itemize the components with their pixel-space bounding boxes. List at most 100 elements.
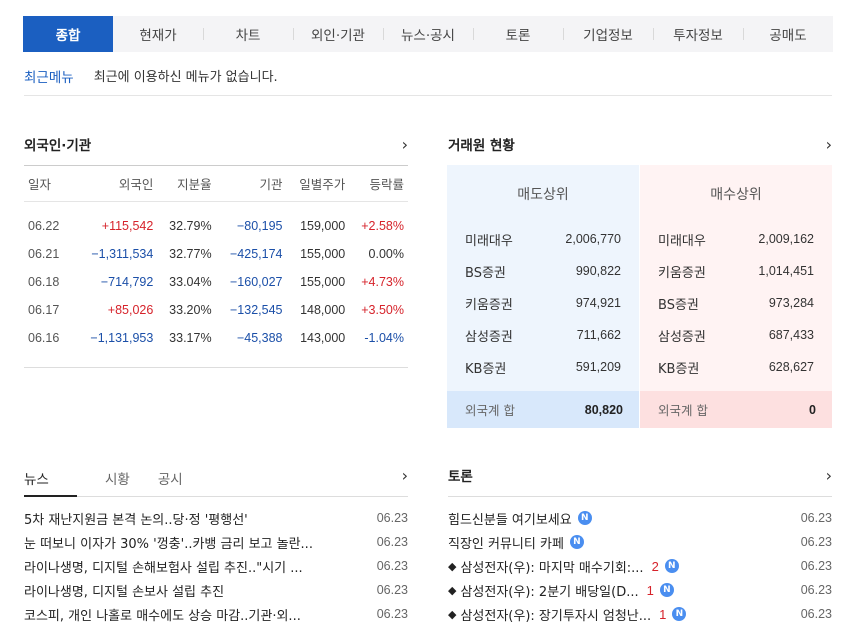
foreign-section-header: 외국인·기관 ›: [24, 133, 408, 155]
broker-value: 2,006,770: [565, 232, 621, 246]
cell-ratio: 33.04%: [169, 274, 212, 289]
cell-foreign: −714,792: [100, 274, 154, 289]
tab-disclosure[interactable]: 공시: [157, 472, 183, 488]
chevron-right-icon[interactable]: ›: [825, 134, 832, 154]
foreign-total-label: 외국계 합: [658, 403, 708, 418]
broker-value: 990,822: [575, 264, 621, 278]
foreign-total-label: 외국계 합: [465, 403, 515, 418]
table-row: 06.21 −1,311,534 32.77% −425,174 155,000…: [24, 240, 408, 268]
post-title[interactable]: 힘드신분들 여기보세요: [448, 512, 572, 528]
broker-name: 삼성증권: [658, 329, 706, 345]
news-title[interactable]: 눈 떠보니 이자가 30% '껑충'..카뱅 금리 보고 놀란...: [24, 536, 313, 552]
col-header-ratio: 지분율: [157, 165, 216, 202]
comment-count: 2: [651, 558, 659, 574]
list-item[interactable]: 코스피, 개인 나홀로 매수에도 상승 마감..기관·외... 06.23: [24, 602, 408, 626]
news-title[interactable]: 라이나생명, 디지털 손해보험사 설립 추진.."시기 ...: [24, 560, 303, 576]
post-date: 06.23: [800, 535, 832, 549]
list-item[interactable]: ◆ 삼성전자(우): 장기투자시 엄청난... 1 N 06.23: [448, 602, 832, 626]
tab-investment-info[interactable]: 투자정보: [653, 16, 743, 52]
sell-top-header: 매도상위: [517, 187, 569, 203]
col-header-change: 등락률: [349, 165, 408, 202]
broker-name: KB증권: [658, 361, 700, 377]
broker-row: BS증권 990,822: [447, 255, 639, 287]
broker-value: 973,284: [768, 296, 814, 310]
post-title[interactable]: 삼성전자(우): 마지막 매수기회:...: [460, 560, 644, 576]
tab-current-price[interactable]: 현재가: [139, 28, 177, 44]
cell-ratio: 33.17%: [169, 330, 212, 345]
new-badge-icon: N: [672, 607, 687, 621]
broker-row: 미래대우 2,006,770: [447, 223, 639, 255]
cell-ratio: 33.20%: [169, 302, 212, 317]
recent-menu-title[interactable]: 최근메뉴: [24, 70, 74, 86]
cell-change: +4.73%: [361, 274, 404, 289]
foreign-total-value: 0: [809, 402, 816, 417]
col-header-price: 일별주가: [286, 165, 350, 202]
cell-institution: −80,195: [236, 218, 283, 233]
broker-value: 2,009,162: [758, 232, 814, 246]
diamond-bullet-icon: ◆: [448, 559, 457, 573]
chevron-right-icon[interactable]: ›: [825, 465, 832, 485]
cell-price: 155,000: [300, 274, 346, 289]
cell-institution: −425,174: [230, 246, 283, 261]
broker-value: 628,627: [768, 360, 814, 374]
list-item[interactable]: 힘드신분들 여기보세요 N 06.23: [448, 506, 832, 530]
tab-summary[interactable]: 종합: [23, 16, 113, 52]
cell-institution: −160,027: [230, 274, 283, 289]
post-title[interactable]: 삼성전자(우): 2분기 배당일(D...: [460, 584, 639, 600]
cell-price: 148,000: [300, 302, 346, 317]
cell-price: 159,000: [300, 218, 346, 233]
post-date: 06.23: [800, 559, 832, 573]
list-item[interactable]: 눈 떠보니 이자가 30% '껑충'..카뱅 금리 보고 놀란... 06.23: [24, 530, 408, 554]
foreign-institution-table: 일자 외국인 지분율 기관 일별주가 등락률 06.22 +115,542 32…: [24, 165, 408, 368]
table-row: 06.16 −1,131,953 33.17% −45,388 143,000 …: [24, 324, 408, 352]
chevron-right-icon[interactable]: ›: [401, 134, 408, 154]
list-item[interactable]: ◆ 삼성전자(우): 마지막 매수기회:... 2 N 06.23: [448, 554, 832, 578]
news-date: 06.23: [376, 559, 408, 573]
recent-menu-bar: 최근메뉴 최근에 이용하신 메뉴가 없습니다.: [24, 62, 832, 96]
news-title[interactable]: 5차 재난지원금 본격 논의..당·정 '평행선': [24, 512, 248, 528]
broker-value: 591,209: [575, 360, 621, 374]
list-item[interactable]: ◆ 삼성전자(우): 2분기 배당일(D... 1 N 06.23: [448, 578, 832, 602]
cell-foreign: +115,542: [101, 218, 154, 233]
list-item[interactable]: 5차 재난지원금 본격 논의..당·정 '평행선' 06.23: [24, 506, 408, 530]
broker-row: 삼성증권 687,433: [640, 319, 832, 351]
broker-row: BS증권 973,284: [640, 287, 832, 319]
buy-top-column: 매수상위 미래대우 2,009,162 키움증권 1,014,451 BS증권 973…: [640, 165, 832, 428]
broker-value: 1,014,451: [758, 264, 814, 278]
list-item[interactable]: 직장인 커뮤니티 카페 N 06.23: [448, 530, 832, 554]
cell-date: 06.16: [28, 330, 60, 345]
foreign-total-value: 80,820: [584, 402, 623, 417]
col-header-date: 일자: [24, 165, 74, 202]
broker-name: BS증권: [465, 265, 506, 281]
tab-short-selling[interactable]: 공매도: [743, 16, 833, 52]
cell-change: 0.00%: [368, 246, 404, 261]
post-title[interactable]: 직장인 커뮤니티 카페: [448, 536, 564, 552]
tab-debate[interactable]: 토론: [473, 16, 563, 52]
tab-news-disclosure[interactable]: 뉴스·공시: [383, 16, 473, 52]
cell-price: 143,000: [300, 330, 346, 345]
broker-name: 키움증권: [465, 297, 513, 313]
cell-institution: −45,388: [236, 330, 283, 345]
list-item[interactable]: 라이나생명, 디지털 손해보험사 설립 추진.."시기 ... 06.23: [24, 554, 408, 578]
table-row: 06.18 −714,792 33.04% −160,027 155,000 +…: [24, 268, 408, 296]
debate-section-header: 토론 ›: [448, 464, 832, 497]
list-item[interactable]: 라이나생명, 디지털 손보사 설립 추진 06.23: [24, 578, 408, 602]
broker-value: 974,921: [575, 296, 621, 310]
col-header-foreign: 외국인: [73, 165, 158, 202]
post-title[interactable]: 삼성전자(우): 장기투자시 엄청난...: [460, 608, 652, 624]
tab-company-info[interactable]: 기업정보: [563, 16, 653, 52]
tab-market[interactable]: 시황: [105, 472, 130, 488]
broker-name: 키움증권: [658, 265, 706, 281]
new-badge-icon: N: [577, 511, 592, 525]
news-title[interactable]: 라이나생명, 디지털 손보사 설립 추진: [24, 584, 225, 600]
diamond-bullet-icon: ◆: [448, 583, 457, 597]
chevron-right-icon[interactable]: ›: [401, 466, 408, 485]
tab-chart[interactable]: 차트: [203, 16, 293, 52]
cell-date: 06.17: [28, 302, 60, 317]
recent-menu-message: 최근에 이용하신 메뉴가 없습니다.: [93, 70, 278, 85]
post-date: 06.23: [800, 607, 832, 621]
broker-name: KB증권: [465, 361, 507, 377]
tab-foreign-institution[interactable]: 외인·기관: [293, 16, 383, 52]
news-title[interactable]: 코스피, 개인 나홀로 매수에도 상승 마감..기관·외...: [24, 608, 301, 624]
tab-news[interactable]: 뉴스: [24, 464, 77, 497]
